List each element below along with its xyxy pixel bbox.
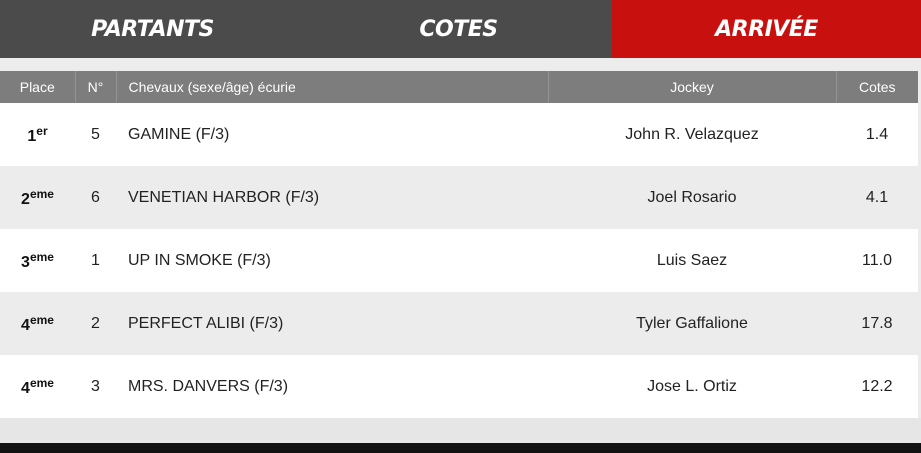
tab-arrivee[interactable]: ARRIVÉE xyxy=(612,0,921,65)
place-suffix: eme xyxy=(29,312,54,327)
horse-number: 5 xyxy=(91,125,100,143)
odds-value: 17.8 xyxy=(861,314,893,332)
place-cell: 3eme xyxy=(0,229,75,292)
horse-name: GAMINE (F/3) xyxy=(128,125,230,143)
horse-name: MRS. DANVERS (F/3) xyxy=(128,377,289,395)
odds-value: 12.2 xyxy=(861,377,893,395)
table-row: 4eme 3 MRS. DANVERS (F/3) Jose L. Ortiz … xyxy=(0,355,918,418)
jockey-name: Joel Rosario xyxy=(647,188,737,206)
tab-partants[interactable]: PARTANTS xyxy=(91,16,214,42)
odds-value: 1.4 xyxy=(865,125,889,143)
place-suffix: eme xyxy=(29,375,54,390)
column-header-horse: Chevaux (sexe/âge) écurie xyxy=(116,71,549,103)
place-number: 4 xyxy=(21,379,30,397)
place-cell: 4eme xyxy=(0,292,75,355)
jockey-name: Jose L. Ortiz xyxy=(647,377,737,395)
horse-name: PERFECT ALIBI (F/3) xyxy=(128,314,284,332)
page-footer-bar xyxy=(0,443,921,453)
horse-number: 1 xyxy=(91,251,100,269)
column-header-place: Place xyxy=(0,71,76,103)
horse-number: 3 xyxy=(91,377,100,395)
tab-cotes[interactable]: COTES xyxy=(419,16,498,42)
column-header-number: N° xyxy=(75,71,117,103)
jockey-name: Luis Saez xyxy=(656,251,728,269)
place-suffix: eme xyxy=(29,186,54,201)
results-table: Place N° Chevaux (sexe/âge) écurie Jocke… xyxy=(0,71,918,418)
odds-value: 4.1 xyxy=(865,188,889,206)
horse-number: 2 xyxy=(91,314,100,332)
jockey-name: Tyler Gaffalione xyxy=(636,314,748,332)
tab-spacer xyxy=(0,58,921,71)
table-row: 4eme 2 PERFECT ALIBI (F/3) Tyler Gaffali… xyxy=(0,292,918,355)
tab-bar: PARTANTS COTES ARRIVÉE xyxy=(0,0,921,65)
place-number: 4 xyxy=(21,316,30,334)
odds-value: 11.0 xyxy=(862,251,892,269)
column-header-odds: Cotes xyxy=(858,79,896,95)
column-header-jockey: Jockey xyxy=(548,71,837,103)
jockey-name: John R. Velazquez xyxy=(625,125,759,143)
table-row: 3eme 1 UP IN SMOKE (F/3) Luis Saez 11.0 xyxy=(0,229,918,292)
place-cell: 2eme xyxy=(0,166,75,229)
place-suffix: er xyxy=(36,123,48,138)
horse-name: UP IN SMOKE (F/3) xyxy=(128,251,271,269)
horse-number: 6 xyxy=(91,188,100,206)
place-cell: 4eme xyxy=(0,355,75,418)
place-number: 1 xyxy=(27,127,37,145)
place-number: 2 xyxy=(21,190,30,208)
place-suffix: eme xyxy=(29,249,54,264)
place-cell: 1er xyxy=(0,103,75,166)
table-row: 2eme 6 VENETIAN HARBOR (F/3) Joel Rosari… xyxy=(0,166,918,229)
table-header-row: Place N° Chevaux (sexe/âge) écurie Jocke… xyxy=(0,71,918,103)
table-row: 1er 5 GAMINE (F/3) John R. Velazquez 1.4 xyxy=(0,103,918,166)
place-number: 3 xyxy=(21,253,30,271)
table-footer-band xyxy=(0,418,921,443)
horse-name: VENETIAN HARBOR (F/3) xyxy=(128,188,320,206)
